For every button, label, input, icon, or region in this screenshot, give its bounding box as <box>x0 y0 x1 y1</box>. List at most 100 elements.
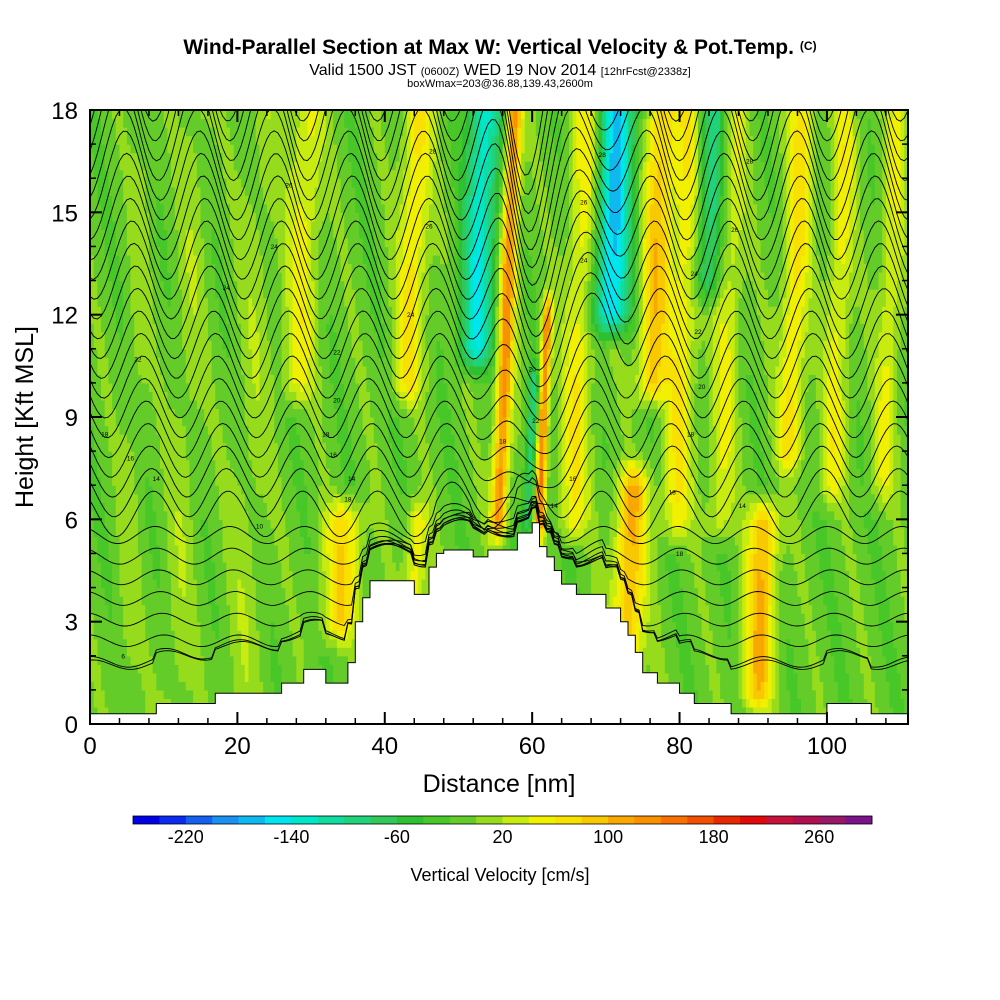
heatmap-cell <box>226 331 231 341</box>
heatmap-cell <box>152 689 157 700</box>
heatmap-cell <box>281 621 286 631</box>
heatmap-cell <box>130 536 135 546</box>
heatmap-cell <box>340 655 345 665</box>
heatmap-cell <box>207 638 213 648</box>
heatmap-cell <box>200 246 205 256</box>
heatmap-cell <box>248 647 253 657</box>
heatmap-cell <box>248 331 253 341</box>
heatmap-cell <box>148 468 154 478</box>
heatmap-cell <box>211 689 216 700</box>
heatmap-cell <box>178 553 183 563</box>
heatmap-cell <box>307 468 312 478</box>
heatmap-cell <box>307 365 312 375</box>
heatmap-cell <box>167 689 172 700</box>
heatmap-cell <box>222 681 227 691</box>
heatmap-cell <box>263 161 268 171</box>
heatmap-cell <box>218 391 224 401</box>
heatmap-cell <box>97 527 102 537</box>
heatmap-cell <box>174 579 180 589</box>
heatmap-cell <box>207 434 213 444</box>
heatmap-cell <box>119 186 124 196</box>
heatmap-cell <box>207 314 213 324</box>
heatmap-cell <box>285 527 290 537</box>
heatmap-cell <box>318 553 323 563</box>
heatmap-cell <box>218 203 224 213</box>
heatmap-cell <box>90 638 95 648</box>
heatmap-cell <box>178 289 183 299</box>
heatmap-cell <box>115 229 121 239</box>
heatmap-cell <box>130 570 135 580</box>
heatmap-cell <box>215 425 220 435</box>
heatmap-cell <box>218 681 224 691</box>
heatmap-cell <box>230 374 235 384</box>
heatmap-cell <box>259 536 264 546</box>
heatmap-cell <box>185 357 191 367</box>
heatmap-cell <box>318 118 323 128</box>
heatmap-cell <box>93 596 98 606</box>
heatmap-cell <box>277 263 283 273</box>
heatmap-cell <box>307 169 312 179</box>
heatmap-cell <box>277 536 283 546</box>
heatmap-cell <box>336 118 342 128</box>
heatmap-cell <box>303 195 308 205</box>
heatmap-cell <box>108 408 113 418</box>
heatmap-cell <box>318 331 323 341</box>
heatmap-cell <box>237 246 242 256</box>
heatmap-cell <box>137 195 143 205</box>
heatmap-cell <box>314 510 320 520</box>
heatmap-cell <box>211 604 216 614</box>
heatmap-cell <box>325 579 331 589</box>
heatmap-cell <box>163 272 168 282</box>
heatmap-cell <box>204 399 209 410</box>
heatmap-cell <box>167 323 172 333</box>
heatmap-cell <box>148 297 154 307</box>
heatmap-cell <box>241 561 246 572</box>
heatmap-cell <box>277 195 283 205</box>
heatmap-cell <box>340 527 345 537</box>
heatmap-cell <box>307 127 312 137</box>
heatmap-cell <box>104 391 110 401</box>
heatmap-cell <box>329 280 334 290</box>
heatmap-cell <box>115 553 121 563</box>
heatmap-cell <box>336 459 342 469</box>
heatmap-cell <box>112 246 117 256</box>
heatmap-cell <box>123 306 128 316</box>
heatmap-cell <box>204 604 209 614</box>
heatmap-cell <box>134 485 139 495</box>
heatmap-cell <box>222 579 227 589</box>
heatmap-cell <box>156 229 161 239</box>
heatmap-cell <box>230 527 235 537</box>
heatmap-cell <box>126 459 132 469</box>
heatmap-cell <box>123 536 128 546</box>
heatmap-cell <box>263 110 268 120</box>
heatmap-cell <box>200 519 205 529</box>
heatmap-cell <box>244 655 250 665</box>
heatmap-cell <box>163 502 168 512</box>
heatmap-cell <box>241 272 246 282</box>
heatmap-cell <box>126 280 132 290</box>
heatmap-cell <box>134 459 139 469</box>
heatmap-cell <box>119 493 124 503</box>
heatmap-cell <box>270 570 275 580</box>
heatmap-cell <box>237 434 242 444</box>
heatmap-cell <box>303 186 308 196</box>
heatmap-cell <box>178 254 183 265</box>
heatmap-cell <box>300 493 305 503</box>
heatmap-cell <box>145 263 150 273</box>
heatmap-cell <box>322 297 327 307</box>
heatmap-cell <box>126 681 132 691</box>
heatmap-cell <box>174 323 180 333</box>
heatmap-cell <box>314 604 320 614</box>
heatmap-cell <box>141 698 146 708</box>
heatmap-cell <box>171 613 176 623</box>
heatmap-cell <box>115 220 121 230</box>
heatmap-cell <box>233 544 238 555</box>
heatmap-cell <box>259 306 264 316</box>
heatmap-cell <box>167 195 172 205</box>
heatmap-cell <box>104 229 110 239</box>
heatmap-cell <box>160 604 165 614</box>
heatmap-cell <box>167 434 172 444</box>
heatmap-cell <box>248 536 253 546</box>
heatmap-cell <box>288 186 294 196</box>
heatmap-cell <box>174 118 180 128</box>
